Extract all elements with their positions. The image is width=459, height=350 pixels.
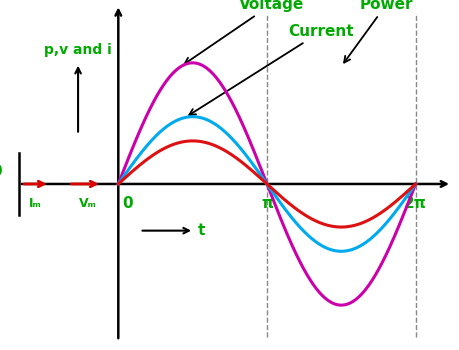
Text: Voltage: Voltage [185,0,304,64]
Text: Power: Power [344,0,413,63]
Text: Iₘ: Iₘ [29,197,42,210]
Text: 0: 0 [0,164,2,180]
Text: 0: 0 [122,196,133,211]
Text: t: t [198,223,205,238]
Text: Current: Current [189,24,354,115]
Text: π: π [261,196,273,211]
Text: 2π: 2π [404,196,427,211]
Text: p,v and i: p,v and i [44,43,112,57]
Text: Vₘ: Vₘ [78,197,96,210]
